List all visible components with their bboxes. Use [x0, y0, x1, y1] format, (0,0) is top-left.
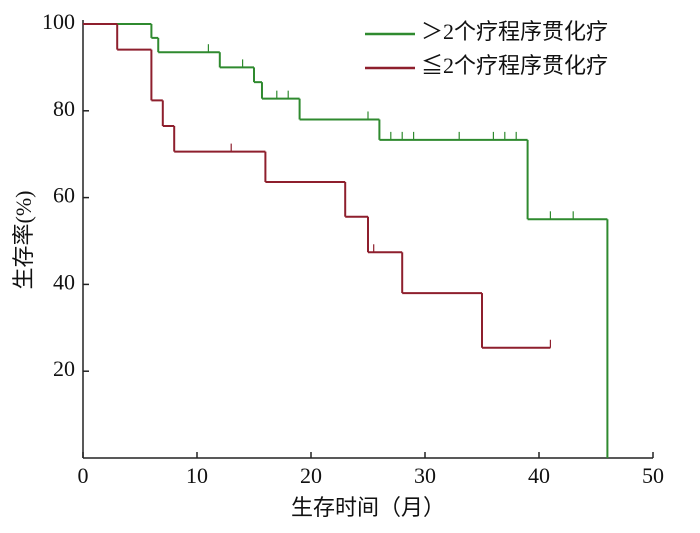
legend-label: ＞2个疗程序贯化疗 [421, 19, 608, 44]
x-tick-label: 50 [642, 463, 664, 488]
x-tick-label: 10 [186, 463, 208, 488]
y-tick-label: 60 [53, 183, 75, 208]
x-axis-label: 生存时间（月） [291, 495, 445, 520]
legend-label: ≦2个疗程序贯化疗 [421, 53, 608, 78]
y-tick-label: 80 [53, 96, 75, 121]
y-tick-label: 40 [53, 269, 75, 294]
x-tick-label: 0 [78, 463, 89, 488]
x-tick-label: 30 [414, 463, 436, 488]
x-tick-label: 20 [300, 463, 322, 488]
y-tick-label: 100 [42, 9, 75, 34]
y-axis-label: 生存率(%) [11, 191, 36, 290]
x-tick-label: 40 [528, 463, 550, 488]
y-tick-label: 20 [53, 356, 75, 381]
